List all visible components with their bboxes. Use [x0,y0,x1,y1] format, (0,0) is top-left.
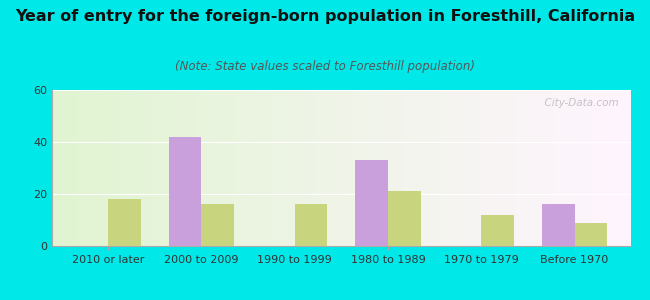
Bar [388,191,421,246]
Bar [542,204,575,246]
Bar [168,137,202,246]
Bar [356,160,388,246]
Text: (Note: State values scaled to Foresthill population): (Note: State values scaled to Foresthill… [175,60,475,73]
Bar [294,204,327,246]
Text: Year of entry for the foreign-born population in Foresthill, California: Year of entry for the foreign-born popul… [15,9,635,24]
Bar [575,223,607,246]
Bar [481,215,514,246]
Text: City-Data.com: City-Data.com [538,98,619,108]
Bar [202,204,234,246]
Bar [108,199,140,246]
